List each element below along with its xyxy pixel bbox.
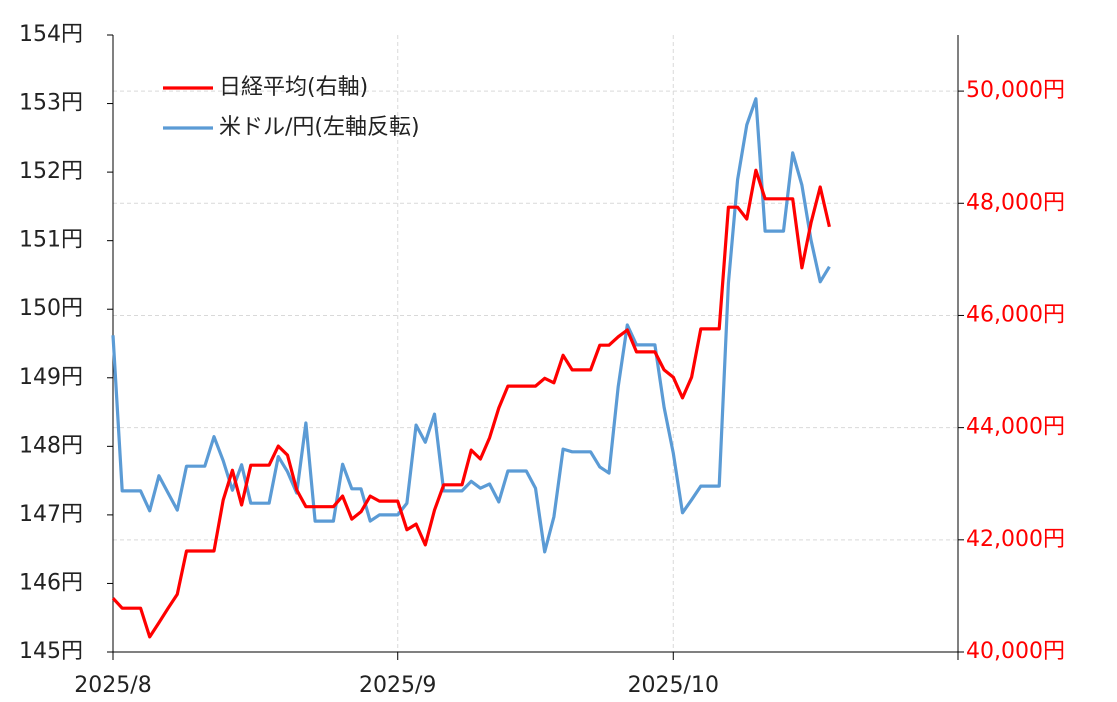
y-tick-label: 147円: [19, 502, 83, 527]
x-tick-label: 2025/8: [74, 673, 151, 698]
y-tick-label: 146円: [19, 570, 83, 595]
y-tick-label: 148円: [19, 433, 83, 458]
y2-tick-label: 50,000円: [966, 78, 1065, 103]
y-tick-label: 150円: [19, 296, 83, 321]
x-tick-label: 2025/10: [628, 673, 719, 698]
y2-tick-label: 44,000円: [966, 415, 1065, 440]
y2-tick-label: 46,000円: [966, 302, 1065, 327]
series-line: [111, 97, 831, 554]
y2-tick-label: 42,000円: [966, 527, 1065, 552]
x-tick-label: 2025/9: [359, 673, 436, 698]
legend-label: 米ドル/円(左軸反転): [219, 115, 420, 140]
y-tick-label: 149円: [19, 365, 83, 390]
y2-tick-label: 48,000円: [966, 190, 1065, 215]
y-tick-label: 145円: [19, 639, 83, 664]
legend-label: 日経平均(右軸): [219, 75, 368, 100]
y-tick-label: 154円: [19, 22, 83, 47]
series-line: [111, 168, 831, 639]
y-tick-label: 151円: [19, 228, 83, 253]
y2-tick-label: 40,000円: [966, 639, 1065, 664]
y-tick-label: 153円: [19, 91, 83, 116]
y-tick-label: 152円: [19, 159, 83, 184]
